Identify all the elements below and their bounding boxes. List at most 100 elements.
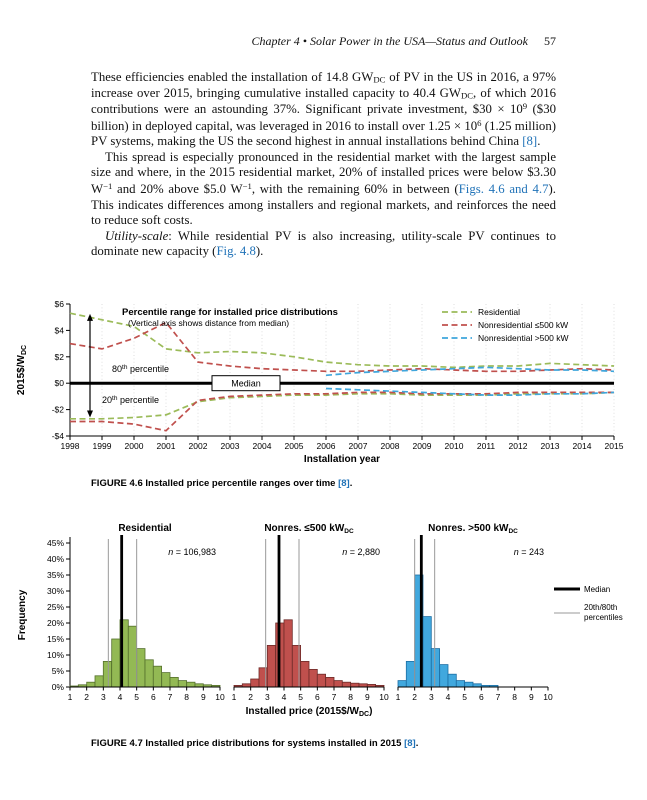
x-tick-label: 2011 bbox=[477, 441, 496, 451]
text-segment: . bbox=[415, 738, 419, 750]
x-tick-label: 2 bbox=[412, 692, 417, 702]
text-segment: and 20% above $5.0 W bbox=[112, 181, 243, 196]
text-segment: : While residential PV is also increasin… bbox=[91, 228, 556, 259]
citation-link[interactable]: [8] bbox=[338, 478, 350, 490]
text-segment: −1 bbox=[242, 181, 252, 192]
median-label-box bbox=[211, 375, 281, 392]
x-tick-label: 2000 bbox=[125, 441, 144, 451]
y-tick-label: 25% bbox=[47, 602, 64, 612]
x-tick-label: 4 bbox=[282, 692, 287, 702]
x-tick-label: 2 bbox=[248, 692, 253, 702]
y-tick-label: $4 bbox=[55, 325, 65, 335]
y-tick-label: 20% bbox=[47, 618, 64, 628]
histogram-bar bbox=[341, 681, 351, 688]
text-segment: , of which 2016 contributions were an as… bbox=[91, 85, 556, 117]
figure-4-7-chart: 0% 5% 10% 15% 20% 25% 30% 35% 40% 45% Frequency Res… bbox=[17, 523, 623, 718]
x-tick-label: 4 bbox=[118, 692, 123, 702]
y-tick-label: 15% bbox=[47, 634, 64, 644]
x-tick-label: 5 bbox=[298, 692, 303, 702]
x-tick-label: 6 bbox=[151, 692, 156, 702]
x-tick-label: 1 bbox=[232, 692, 237, 702]
text-segment: . bbox=[537, 134, 541, 149]
histogram-bar bbox=[405, 661, 415, 688]
histogram-bar bbox=[397, 680, 407, 688]
x-tick-label: 2008 bbox=[381, 441, 400, 451]
histogram-bar bbox=[455, 680, 465, 688]
text-segment: FIGURE 4.6 bbox=[91, 478, 143, 490]
text-segment: . bbox=[349, 478, 353, 490]
x-tick-label: 8 bbox=[512, 692, 517, 702]
histogram-bar bbox=[300, 661, 310, 688]
x-tick-label: 2001 bbox=[157, 441, 176, 451]
y-tick-label: 0% bbox=[52, 682, 65, 692]
legend-label: Residential bbox=[478, 307, 520, 317]
citation-link[interactable]: [8] bbox=[522, 134, 538, 149]
paragraph-1: These efficiencies enabled the installat… bbox=[91, 70, 556, 150]
x-tick-label: 2004 bbox=[253, 441, 272, 451]
y-tick-label: 10% bbox=[47, 650, 64, 660]
y-tick-label: 35% bbox=[47, 570, 64, 580]
citation-link[interactable]: [8] bbox=[404, 738, 416, 750]
x-tick-label: 2007 bbox=[349, 441, 368, 451]
text-segment: FIGURE 4.7 bbox=[91, 738, 143, 750]
x-tick-label: 8 bbox=[348, 692, 353, 702]
panel-title: Nonres. ≤500 kWDC bbox=[264, 523, 354, 535]
citation-link[interactable]: Figs. 4.6 and 4.7 bbox=[458, 181, 549, 196]
y-tick-label: -$2 bbox=[52, 405, 65, 415]
x-tick-label: 5 bbox=[134, 692, 139, 702]
histogram-bar bbox=[350, 682, 360, 688]
x-tick-label: 3 bbox=[265, 692, 270, 702]
citation-link[interactable]: Fig. 4.8 bbox=[216, 244, 256, 259]
page-number: 57 bbox=[544, 34, 556, 48]
text-segment: DC bbox=[373, 74, 386, 85]
series-line bbox=[70, 391, 614, 432]
x-tick-label: 6 bbox=[479, 692, 484, 702]
text-segment: DC bbox=[460, 90, 474, 101]
x-tick-label: 2005 bbox=[285, 441, 304, 451]
text-segment: 6 bbox=[477, 117, 482, 128]
x-tick-label: 10 bbox=[379, 692, 389, 702]
histogram-bar bbox=[136, 648, 146, 688]
y-tick-label: $0 bbox=[55, 378, 65, 388]
series-line bbox=[69, 321, 615, 373]
x-tick-label: 4 bbox=[446, 692, 451, 702]
x-tick-label: 2 bbox=[84, 692, 89, 702]
y-tick-label: 5% bbox=[52, 666, 65, 676]
paragraph-3: Utility-scale: While residential PV is a… bbox=[91, 229, 556, 260]
annotation-80th-percentile: 80th percentile bbox=[112, 364, 169, 374]
histogram-bar bbox=[127, 625, 138, 688]
x-tick-label: 1 bbox=[396, 692, 401, 702]
histogram-bar bbox=[266, 645, 277, 688]
histogram-bar bbox=[439, 664, 449, 688]
x-tick-label: 7 bbox=[496, 692, 501, 702]
x-tick-label: 7 bbox=[332, 692, 337, 702]
text-segment: of PV in the US in 2016, a 97% increase … bbox=[91, 70, 556, 100]
text-segment: (1.25 million) PV systems, making the US… bbox=[91, 118, 556, 149]
histogram-bar bbox=[250, 678, 260, 688]
histogram-bar bbox=[152, 665, 163, 688]
x-tick-label: 9 bbox=[201, 692, 206, 702]
y-tick-label: $2 bbox=[55, 352, 65, 362]
figure-4-6-caption: FIGURE 4.6 Installed price percentile ra… bbox=[91, 478, 607, 489]
x-tick-label: 1999 bbox=[93, 441, 112, 451]
figure-4-7-caption: FIGURE 4.7 Installed price distributions… bbox=[91, 738, 607, 749]
x-tick-label: 9 bbox=[529, 692, 534, 702]
histogram-bar bbox=[464, 681, 474, 688]
histogram-bar bbox=[102, 661, 113, 688]
paragraph-2: This spread is especially pronounced in … bbox=[91, 150, 556, 229]
y-tick-label: $6 bbox=[55, 299, 65, 309]
histogram-bar bbox=[333, 680, 343, 688]
y-tick-label: -$4 bbox=[52, 431, 65, 441]
panel-title: Residential bbox=[118, 523, 172, 534]
y-tick-label: 30% bbox=[47, 586, 64, 596]
x-tick-label: 2002 bbox=[189, 441, 208, 451]
x-tick-label: 2006 bbox=[317, 441, 336, 451]
x-tick-label: 10 bbox=[215, 692, 225, 702]
legend-percentiles-label: percentiles bbox=[584, 613, 623, 622]
histogram-bar bbox=[283, 619, 293, 688]
annotation-20th-percentile: 20th percentile bbox=[102, 395, 159, 405]
x-axis-label: Installed price (2015$/WDC) bbox=[246, 706, 373, 718]
x-tick-label: 2003 bbox=[221, 441, 240, 451]
series-line bbox=[325, 366, 615, 377]
text-segment: These efficiencies enabled the installat… bbox=[91, 70, 374, 84]
